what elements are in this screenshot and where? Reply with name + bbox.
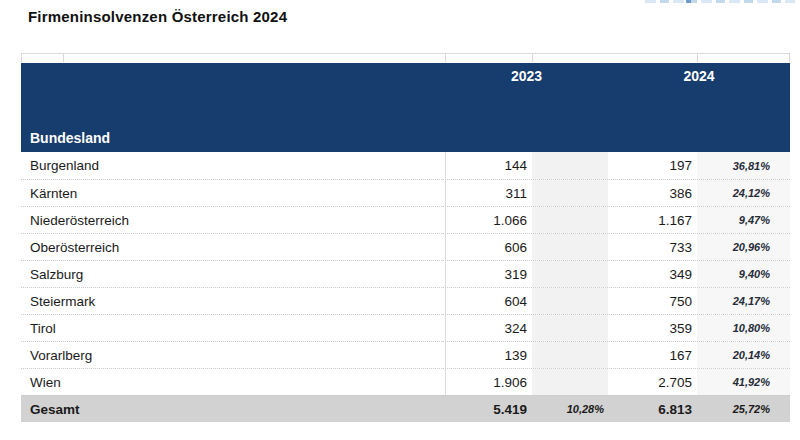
change-percent: 24,17% [697, 288, 790, 314]
value-2023: 1.066 [445, 207, 532, 233]
change-percent: 20,14% [697, 342, 790, 368]
bundesland-name: Salzburg [21, 261, 445, 287]
column-tick [445, 54, 446, 62]
bundesland-name: Oberösterreich [21, 234, 445, 260]
table-row: Steiermark 604 750 24,17% [21, 287, 790, 314]
table-row: Vorarlberg 139 167 20,14% [21, 341, 790, 368]
value-2024: 733 [608, 234, 697, 260]
column-header-2023: 2023 [445, 68, 608, 84]
table-row: Salzburg 319 349 9,40% [21, 260, 790, 287]
table-row: Tirol 324 359 10,80% [21, 314, 790, 341]
cutoff-logo-dot [686, 0, 691, 3]
column-header-2024: 2024 [608, 68, 790, 84]
value-2024: 359 [608, 315, 697, 341]
value-2024: 2.705 [608, 369, 697, 395]
table-row: Niederösterreich 1.066 1.167 9,47% [21, 206, 790, 233]
table-row: Wien 1.906 2.705 41,92% [21, 368, 790, 395]
value-2023: 606 [445, 234, 532, 260]
band-cell [532, 234, 608, 260]
change-percent: 10,80% [697, 315, 790, 341]
column-tick [789, 54, 790, 62]
band-cell [532, 369, 608, 395]
table-row: Burgenland 144 197 36,81% [21, 152, 790, 179]
change-percent: 24,12% [697, 180, 790, 206]
bundesland-name: Kärnten [21, 180, 445, 206]
table-header: 2023 2024 Bundesland [21, 63, 790, 152]
change-percent: 9,40% [697, 261, 790, 287]
bundesland-name: Steiermark [21, 288, 445, 314]
value-2024: 349 [608, 261, 697, 287]
value-2024: 197 [608, 152, 697, 179]
band-cell [532, 207, 608, 233]
insolvency-table: 2023 2024 Bundesland Burgenland 144 197 … [21, 53, 790, 422]
value-2024: 167 [608, 342, 697, 368]
bundesland-name: Tirol [21, 315, 445, 341]
column-tick [697, 54, 698, 62]
page-title: Firmeninsolvenzen Österreich 2024 [28, 8, 287, 25]
value-2024: 1.167 [608, 207, 697, 233]
value-2024: 750 [608, 288, 697, 314]
total-value-2023: 5.419 [445, 396, 532, 422]
cutoff-logo-sliver [645, 0, 795, 3]
column-header-bundesland: Bundesland [30, 130, 110, 146]
column-tick [21, 54, 22, 62]
bundesland-name: Burgenland [21, 152, 445, 179]
band-cell [532, 342, 608, 368]
bundesland-name: Niederösterreich [21, 207, 445, 233]
change-percent: 9,47% [697, 207, 790, 233]
table-total-row: Gesamt 5.419 10,28% 6.813 25,72% [21, 395, 790, 422]
value-2023: 1.906 [445, 369, 532, 395]
table-row: Kärnten 311 386 24,12% [21, 179, 790, 206]
total-value-2024: 6.813 [608, 396, 697, 422]
total-label: Gesamt [21, 396, 445, 422]
column-tick [532, 54, 533, 62]
value-2023: 311 [445, 180, 532, 206]
change-percent: 20,96% [697, 234, 790, 260]
value-2023: 139 [445, 342, 532, 368]
column-tick [63, 54, 64, 62]
band-cell [532, 152, 608, 179]
change-percent: 36,81% [697, 152, 790, 179]
bundesland-name: Vorarlberg [21, 342, 445, 368]
table-row: Oberösterreich 606 733 20,96% [21, 233, 790, 260]
report-page: Firmeninsolvenzen Österreich 2024 2023 2… [0, 0, 800, 440]
band-cell [532, 180, 608, 206]
value-2023: 324 [445, 315, 532, 341]
table-body: Burgenland 144 197 36,81% Kärnten 311 38… [21, 152, 790, 422]
total-change-percent: 25,72% [697, 396, 790, 422]
value-2023: 319 [445, 261, 532, 287]
band-cell [532, 288, 608, 314]
value-2023: 604 [445, 288, 532, 314]
bundesland-name: Wien [21, 369, 445, 395]
total-change-2023: 10,28% [532, 396, 608, 422]
column-divider-line [445, 152, 446, 395]
value-2023: 144 [445, 152, 532, 179]
band-cell [532, 315, 608, 341]
change-percent: 41,92% [697, 369, 790, 395]
gridline-strip [21, 53, 790, 63]
value-2024: 386 [608, 180, 697, 206]
band-cell [532, 261, 608, 287]
